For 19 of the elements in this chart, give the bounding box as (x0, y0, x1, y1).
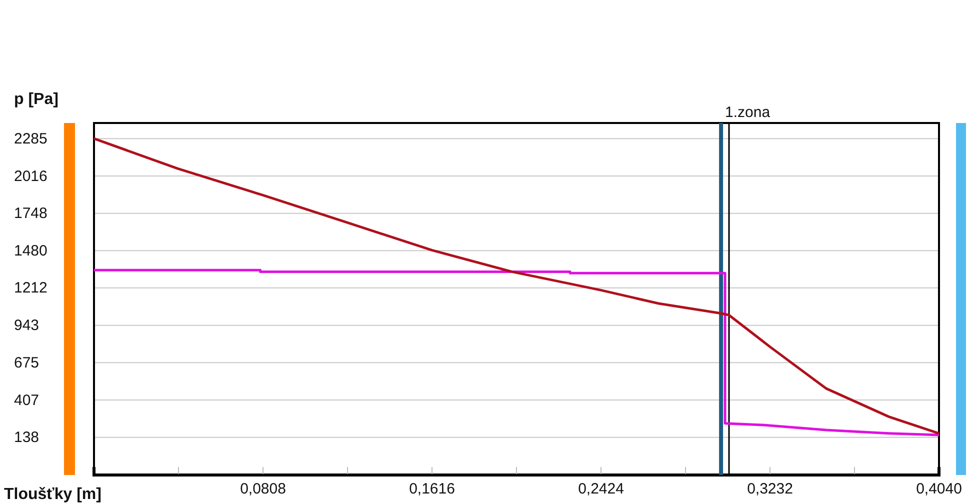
y-tick-label: 675 (14, 354, 40, 372)
y-tick-label: 2016 (14, 168, 48, 185)
y-tick-label: 1748 (14, 205, 48, 222)
x-tick-label: 0,1616 (409, 480, 455, 498)
x-tick-label: 0,0808 (240, 480, 286, 498)
y-tick-label: 2285 (14, 130, 48, 148)
y-tick-label: 1480 (14, 242, 48, 260)
x-tick-label: 0,3232 (747, 480, 793, 498)
x-tick-label: 0,2424 (578, 480, 624, 498)
y-tick-label: 943 (14, 317, 40, 334)
ref-line-label: 1.zona (725, 104, 771, 121)
x-tick-label: 0,4040 (916, 480, 962, 498)
y-tick-label: 407 (14, 392, 40, 409)
y-tick-label: 138 (14, 429, 40, 446)
y-tick-label: 1212 (14, 280, 48, 297)
x-axis-title: Tloušťky [m] (4, 486, 102, 503)
y-axis-title: p [Pa] (14, 91, 58, 108)
line-series (92, 268, 940, 436)
line-series (92, 137, 940, 435)
